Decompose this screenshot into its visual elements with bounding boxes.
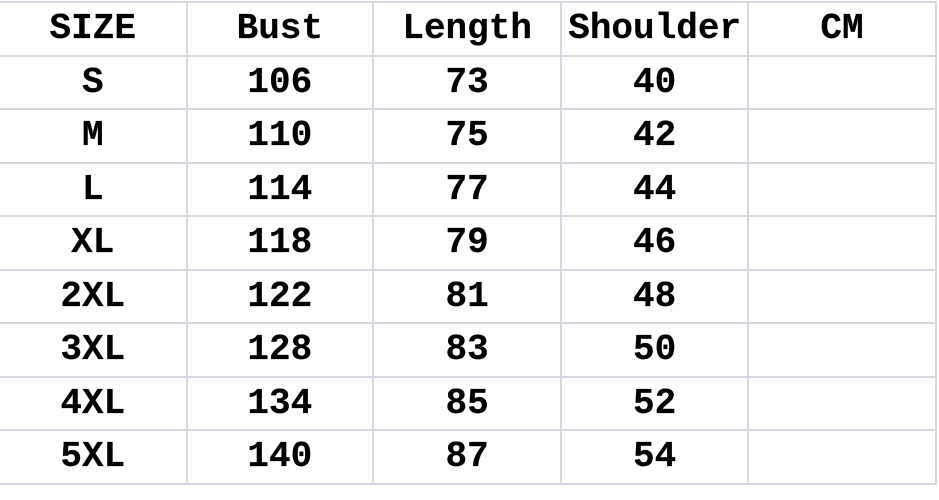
header-size: SIZE [0, 1, 188, 57]
cell-shoulder: 46 [560, 215, 750, 271]
cell-length: 75 [372, 108, 563, 164]
cell-bust: 128 [185, 322, 375, 378]
cell-unit [747, 161, 937, 217]
header-bust: Bust [185, 1, 375, 57]
size-chart-table: SIZE Bust Length Shoulder CM S 106 73 40 M 11… [0, 1, 937, 485]
cell-bust: 110 [185, 108, 375, 164]
table-row: 3XL 128 83 50 [0, 322, 937, 378]
cell-shoulder: 50 [560, 322, 750, 378]
header-shoulder: Shoulder [560, 1, 750, 57]
cell-shoulder: 44 [560, 161, 750, 217]
cell-bust: 114 [185, 161, 375, 217]
cell-unit [747, 108, 937, 164]
cell-unit [747, 375, 937, 431]
cell-shoulder: 54 [560, 429, 750, 485]
cell-size: 5XL [0, 429, 188, 485]
cell-size: XL [0, 215, 188, 271]
table-row: 2XL 122 81 48 [0, 268, 937, 324]
cell-unit [747, 215, 937, 271]
cell-bust: 106 [185, 54, 375, 110]
cell-bust: 118 [185, 215, 375, 271]
cell-bust: 134 [185, 375, 375, 431]
cell-unit [747, 268, 937, 324]
table-row: S 106 73 40 [0, 54, 937, 110]
cell-shoulder: 52 [560, 375, 750, 431]
cell-size: 3XL [0, 322, 188, 378]
cell-length: 83 [372, 322, 563, 378]
cell-size: 4XL [0, 375, 188, 431]
cell-unit [747, 54, 937, 110]
table-row: 5XL 140 87 54 [0, 429, 937, 485]
table-row: M 110 75 42 [0, 108, 937, 164]
header-row: SIZE Bust Length Shoulder CM [0, 1, 937, 57]
cell-size: M [0, 108, 188, 164]
cell-length: 85 [372, 375, 563, 431]
header-length: Length [372, 1, 563, 57]
cell-shoulder: 48 [560, 268, 750, 324]
cell-size: L [0, 161, 188, 217]
cell-length: 81 [372, 268, 563, 324]
cell-shoulder: 42 [560, 108, 750, 164]
cell-bust: 140 [185, 429, 375, 485]
cell-unit [747, 322, 937, 378]
cell-length: 73 [372, 54, 563, 110]
cell-length: 77 [372, 161, 563, 217]
header-unit: CM [747, 1, 937, 57]
cell-length: 79 [372, 215, 563, 271]
table-row: 4XL 134 85 52 [0, 375, 937, 431]
table-row: XL 118 79 46 [0, 215, 937, 271]
cell-size: S [0, 54, 188, 110]
cell-length: 87 [372, 429, 563, 485]
cell-bust: 122 [185, 268, 375, 324]
cell-shoulder: 40 [560, 54, 750, 110]
table-row: L 114 77 44 [0, 161, 937, 217]
cell-unit [747, 429, 937, 485]
cell-size: 2XL [0, 268, 188, 324]
